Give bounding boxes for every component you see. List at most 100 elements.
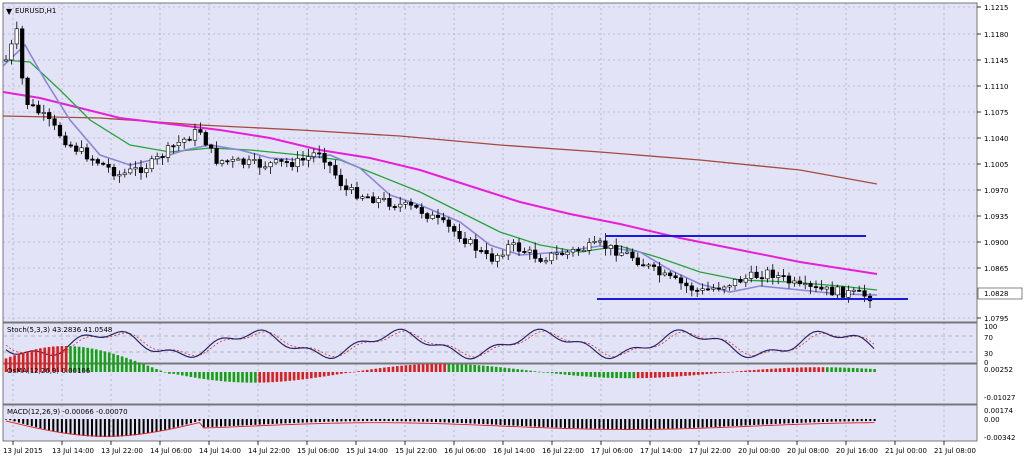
osma-bar [722,372,726,373]
candle-body [587,242,592,251]
macd-bar [490,419,493,425]
macd-bar [194,419,197,423]
macd-bar [129,419,132,436]
osma-bar [860,368,863,372]
osma-bar [314,372,317,378]
osma-bar [752,369,756,372]
osma-bar [150,367,154,372]
candle-body [155,156,160,160]
osma-bar [761,369,765,372]
trend-lines[interactable] [597,235,908,300]
osma-bar [456,364,459,372]
osma-bar [13,355,16,372]
macd-bar [344,419,347,422]
dropdown-triangle-icon[interactable]: ▼ [6,7,13,16]
macd-bar [654,419,657,429]
time-tick-label: 13 Jul 22:00 [101,447,143,455]
candle-body [635,257,640,265]
candle-body [268,162,273,168]
candle-body [25,77,30,105]
osma-bar [426,364,429,372]
time-tick-label: 16 Jul 22:00 [542,447,584,455]
candle-body [468,239,473,244]
stoch-label: Stoch(5,3,3) 43.2836 41.0548 [7,326,112,334]
candle-body [484,250,489,255]
osma-bar [662,372,666,378]
candle-body [74,145,79,152]
candle-body [462,238,468,244]
osma-bar [258,372,261,383]
candle-body [36,104,41,114]
osma-bar [675,372,679,377]
osma-bar [292,372,296,381]
candle-body [425,213,430,219]
macd-bar [189,419,192,424]
candle-body [565,251,570,256]
candle-body [700,288,705,291]
price-chart-panel[interactable] [2,2,978,323]
osma-bar [284,372,287,382]
macd-bar [628,419,631,429]
macd-bar [95,419,98,437]
macd-bar [589,419,592,429]
stoch-level-label: 0 [984,359,988,367]
macd-bar [327,419,330,422]
time-tick-label: 17 Jul 06:00 [591,447,633,455]
macd-bar [731,419,734,427]
macd-bar [237,419,240,426]
osma-bar [507,368,511,372]
candle-body [333,165,338,176]
macd-bar [103,419,106,437]
macd-bar [116,419,119,437]
macd-bar [323,419,326,422]
candle-body [79,147,84,152]
osma-bar [563,372,567,375]
candle-body [835,286,840,296]
candle-body [14,28,19,45]
symbol-label: EURUSD,H1 [15,7,56,15]
osma-bar [727,372,730,373]
macd-bar [357,419,360,422]
macd-bar [770,419,773,425]
osma-bar [185,372,188,377]
macd-bar [146,419,149,434]
macd-bar [714,419,717,427]
time-tick-label: 15 Jul 22:00 [395,447,437,455]
macd-bar [263,419,265,425]
osma-bar [9,356,12,372]
osma-bar [176,372,180,375]
candlestick-series [3,21,873,308]
macd-bar [456,419,459,423]
candle-body [824,286,829,290]
osma-bar [512,368,515,372]
osma-bar [344,372,347,374]
osma-bar [47,346,51,372]
osma-bar [460,364,464,372]
macd-label: MACD(12,26,9) -0.00066 -0.00070 [7,408,128,416]
candle-body [252,159,257,161]
candle-body [597,240,603,243]
candle-body [403,201,408,205]
time-tick-label: 13 Jul 14:00 [52,447,94,455]
time-tick-label: 16 Jul 14:00 [493,447,535,455]
osma-bar [30,350,34,372]
macd-bar [151,419,154,433]
candle-body [673,275,678,279]
osma-label: OsMA(12,26,9) 0.00106 [7,367,91,375]
stoch-panel[interactable] [2,322,978,364]
candle-body [603,240,608,249]
candle-body [128,168,133,174]
candle-body [608,244,613,249]
osma-bar [206,372,210,380]
osma-bar [69,346,72,372]
osma-bar [757,369,760,372]
osma-bar [417,364,421,372]
candle-body [619,252,624,256]
time-tick-label: 14 Jul 22:00 [248,447,290,455]
osma-bar [245,372,249,383]
macd-bar [112,419,115,437]
candle-body [122,172,127,175]
candle-body [813,286,819,289]
candle-body [538,258,543,262]
